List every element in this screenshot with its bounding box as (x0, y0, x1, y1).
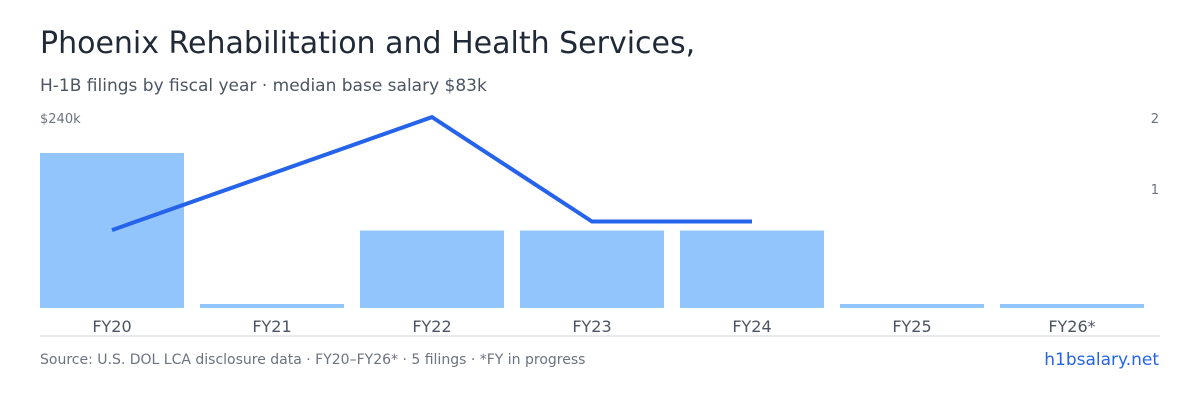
left-axis-tick-max: $240k (40, 112, 81, 127)
bar-fy26-partial (1000, 304, 1144, 308)
x-tick-label: FY21 (252, 317, 291, 336)
footer-brand-link[interactable]: h1bsalary.net (1044, 350, 1159, 370)
bar-fy20 (40, 153, 184, 308)
bar-fy21 (200, 304, 344, 308)
right-axis-tick-1: 1 (1150, 183, 1159, 198)
chart-title: Phoenix Rehabilitation and Health Servic… (40, 26, 696, 61)
footer-source: Source: U.S. DOL LCA disclosure data · F… (40, 352, 586, 368)
chart-plot: FY20 FY21 FY22 FY23 FY24 FY25 FY26* (40, 114, 1160, 337)
bar-fy24 (680, 230, 824, 308)
bar-fy25 (840, 304, 984, 308)
right-axis-tick-2: 2 (1150, 112, 1159, 127)
bar-fy23 (520, 230, 664, 308)
bar-fy22 (360, 230, 504, 308)
x-tick-label: FY25 (892, 317, 931, 336)
x-tick-label: FY26* (1048, 317, 1095, 336)
salary-line (111, 114, 752, 232)
x-tick-label: FY22 (412, 317, 451, 336)
chart-subtitle: H-1B filings by fiscal year · median bas… (40, 76, 487, 96)
x-tick-label: FY20 (92, 317, 131, 336)
x-tick-label: FY24 (732, 317, 771, 336)
x-tick-label: FY23 (572, 317, 611, 336)
